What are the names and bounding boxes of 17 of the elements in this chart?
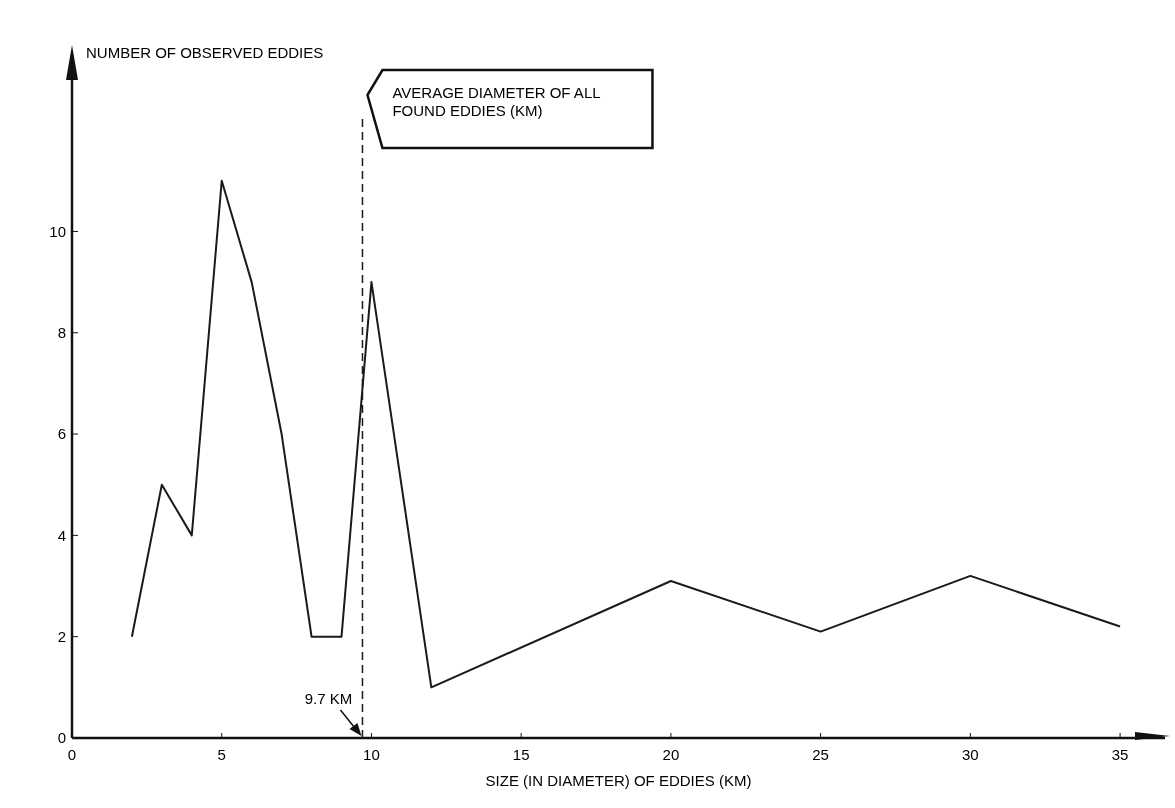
x-tick-label: 10 xyxy=(363,746,380,763)
y-tick-label: 8 xyxy=(57,324,66,341)
y-axis-title: NUMBER OF OBSERVED EDDIES xyxy=(86,44,324,61)
ref-line-label: AVERAGE DIAMETER OF ALL FOUND EDDIES (KM) xyxy=(392,84,601,119)
y-tick-label: 2 xyxy=(57,627,66,645)
x-tick-label: 15 xyxy=(512,746,530,763)
x-tick-label: 5 xyxy=(217,746,226,763)
x-tick-label: 30 xyxy=(962,746,979,763)
y-tick-label: 6 xyxy=(57,425,66,443)
y-tick-label: 4 xyxy=(57,526,66,544)
annotation: 9.7 KM xyxy=(304,690,353,707)
x-tick-label: 35 xyxy=(1111,746,1129,763)
x-tick-label: 20 xyxy=(662,746,680,763)
y-tick-label: 0 xyxy=(57,729,66,747)
x-axis-title: SIZE (IN DIAMETER) OF EDDIES (KM) xyxy=(485,772,752,789)
y-tick-label: 10 xyxy=(49,222,66,240)
x-tick-label: 25 xyxy=(812,746,829,763)
